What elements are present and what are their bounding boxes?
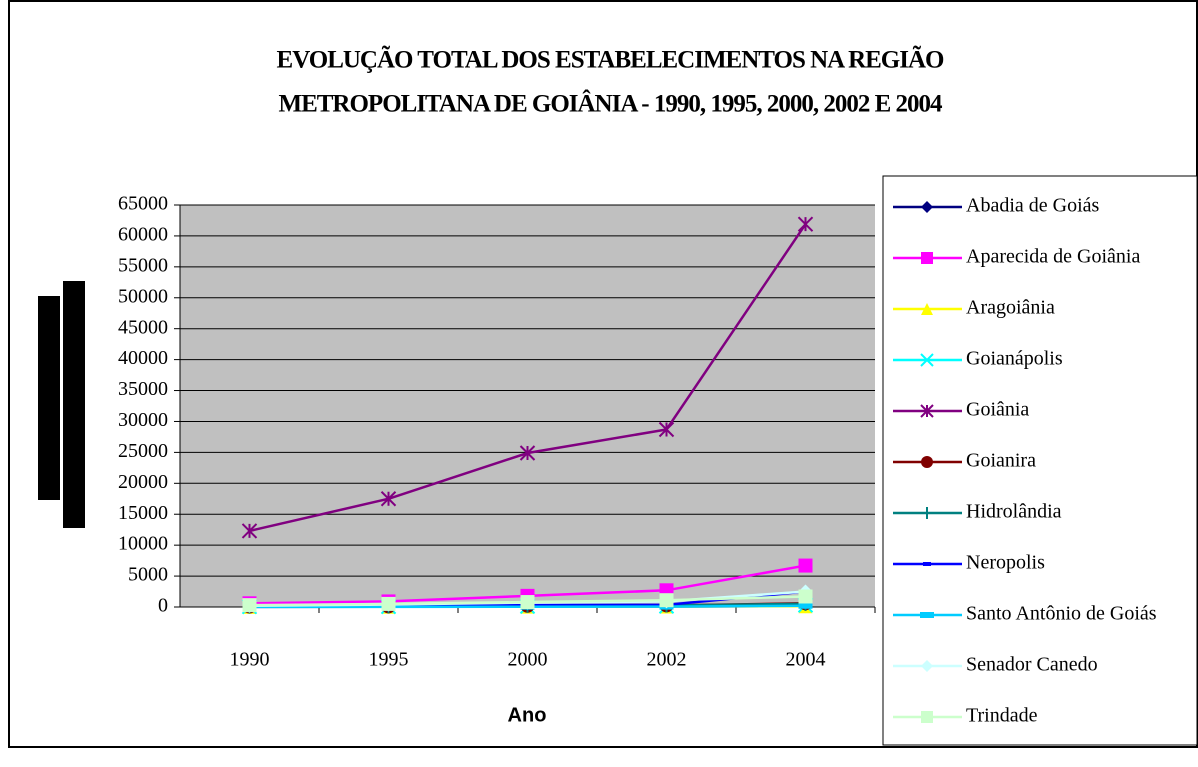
marker xyxy=(798,589,813,604)
redaction xyxy=(38,296,60,500)
y-tick-label: 5000 xyxy=(128,564,168,586)
marker xyxy=(797,216,814,232)
y-tick-label: 50000 xyxy=(118,285,168,307)
chart-title: EVOLUÇÃO TOTAL DOS ESTABELECIMENTOS NA R… xyxy=(277,46,945,74)
legend-label: Goianira xyxy=(966,450,1036,472)
marker xyxy=(520,595,535,610)
y-tick-label: 40000 xyxy=(118,347,168,369)
marker xyxy=(798,558,813,573)
legend-label: Neropolis xyxy=(966,552,1045,574)
chart-title: METROPOLITANA DE GOIÂNIA - 1990, 1995, 2… xyxy=(278,90,943,118)
x-tick-label: 2002 xyxy=(647,649,687,671)
y-tick-label: 45000 xyxy=(118,316,168,338)
legend-label: Goianápolis xyxy=(966,348,1063,370)
legend-marker xyxy=(921,303,933,315)
x-tick-label: 1990 xyxy=(230,649,270,671)
legend-marker xyxy=(921,201,933,213)
legend-label: Senador Canedo xyxy=(966,654,1098,676)
legend-marker xyxy=(923,562,931,566)
marker xyxy=(241,523,258,539)
marker xyxy=(659,593,674,608)
y-tick-label: 20000 xyxy=(118,471,168,493)
legend-marker xyxy=(920,404,934,418)
legend-marker xyxy=(921,456,933,468)
legend-marker xyxy=(920,612,934,618)
legend-label: Santo Antônio de Goiás xyxy=(966,603,1157,625)
y-tick-label: 25000 xyxy=(118,440,168,462)
marker xyxy=(519,445,536,461)
y-tick-label: 60000 xyxy=(118,224,168,246)
legend-marker xyxy=(920,353,934,367)
legend-label: Hidrolândia xyxy=(966,501,1062,523)
legend-marker xyxy=(921,711,933,723)
y-tick-label: 65000 xyxy=(118,193,168,215)
x-tick-label: 2004 xyxy=(786,649,826,671)
y-tick-label: 15000 xyxy=(118,502,168,524)
marker xyxy=(658,421,675,438)
x-tick-label: 2000 xyxy=(508,649,548,671)
x-tick-label: 1995 xyxy=(369,649,409,671)
y-tick-label: 55000 xyxy=(118,254,168,276)
marker xyxy=(798,602,813,609)
y-tick-label: 30000 xyxy=(118,409,168,431)
legend-label: Aragoiânia xyxy=(966,297,1055,319)
legend-marker xyxy=(921,252,933,264)
legend-label: Trindade xyxy=(966,705,1038,727)
y-tick-label: 10000 xyxy=(118,533,168,555)
redaction xyxy=(63,281,85,528)
legend-label: Goiânia xyxy=(966,399,1029,421)
legend-marker xyxy=(921,507,933,519)
x-axis-label: Ano xyxy=(508,704,547,726)
plot-area xyxy=(180,205,875,607)
legend-label: Aparecida de Goiânia xyxy=(966,246,1140,268)
y-tick-label: 0 xyxy=(158,595,168,617)
legend-label: Abadia de Goiás xyxy=(966,195,1100,217)
marker xyxy=(381,596,396,611)
legend xyxy=(882,175,1198,746)
y-tick-label: 35000 xyxy=(118,378,168,400)
marker xyxy=(242,598,257,613)
legend-marker xyxy=(921,660,933,672)
marker xyxy=(380,491,397,507)
